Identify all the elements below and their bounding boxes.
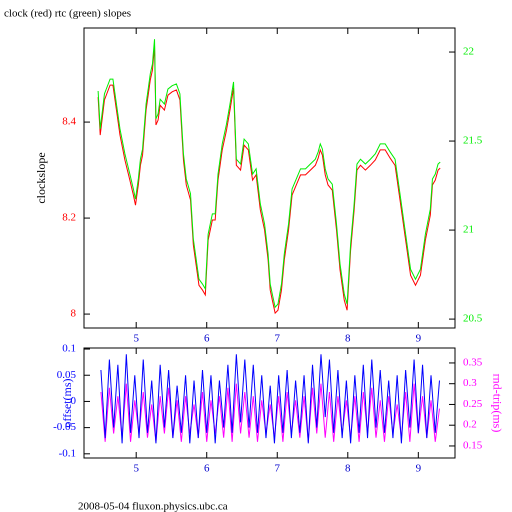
y2-tick-label: 21.5 xyxy=(463,135,483,147)
y-tick-label: 8.4 xyxy=(62,116,76,128)
y2-axis-label: rnd-trip(ms) xyxy=(490,374,504,433)
series-line xyxy=(97,45,441,315)
x-tick-label: 7 xyxy=(275,333,281,345)
y-tick-label: 0.05 xyxy=(57,369,77,381)
y2-tick-label: 0.3 xyxy=(463,377,477,389)
x-tick-label: 6 xyxy=(204,463,210,475)
x-tick-label: 9 xyxy=(416,333,422,345)
y2-tick-label: 0.35 xyxy=(463,356,483,368)
x-tick-label: 8 xyxy=(345,463,351,475)
x-tick-label: 5 xyxy=(133,333,139,345)
y2-tick-label: 22 xyxy=(463,46,474,58)
y-tick-label: 8 xyxy=(71,308,77,320)
chart-title: clock (red) rtc (green) slopes xyxy=(4,8,131,20)
y-axis-label: clockslope xyxy=(34,152,48,203)
y2-tick-label: 21 xyxy=(463,224,474,236)
y2-tick-label: 0.15 xyxy=(463,439,483,451)
y-tick-label: 0.1 xyxy=(62,343,76,355)
y-tick-label: 0 xyxy=(71,395,77,407)
x-tick-label: 5 xyxy=(133,463,139,475)
y-tick-label: -0.05 xyxy=(53,421,76,433)
x-tick-label: 6 xyxy=(204,333,210,345)
series-line xyxy=(100,383,440,442)
x-tick-label: 8 xyxy=(345,333,351,345)
y-tick-label: -0.1 xyxy=(59,447,76,459)
y2-tick-label: 0.2 xyxy=(463,419,477,431)
plot-frame xyxy=(83,347,456,459)
x-tick-label: 7 xyxy=(275,463,281,475)
footer: 2008-05-04 fluxon.physics.ubc.ca xyxy=(78,501,228,512)
x-tick-label: 9 xyxy=(416,463,422,475)
series-line xyxy=(97,39,441,309)
y2-tick-label: 20.5 xyxy=(463,313,483,325)
plot-frame xyxy=(83,27,456,329)
y-axis-label: offset(ms) xyxy=(60,378,74,427)
series-line xyxy=(100,354,440,444)
y2-tick-label: 0.25 xyxy=(463,398,483,410)
y-tick-label: 8.2 xyxy=(62,212,76,224)
